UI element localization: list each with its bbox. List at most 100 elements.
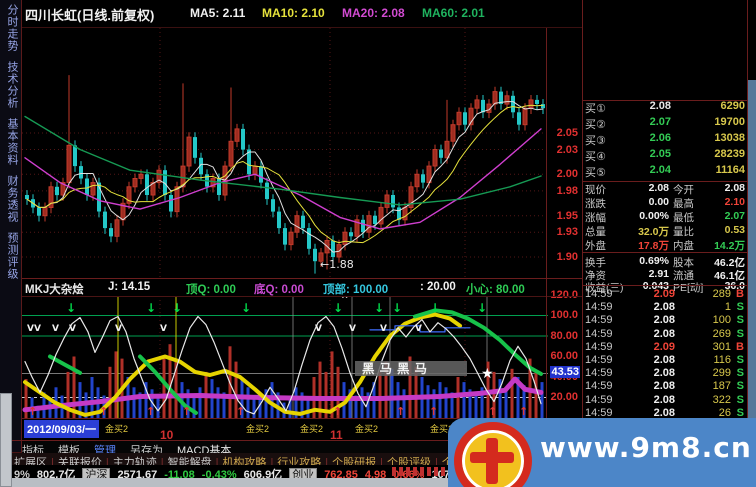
buy-signal-label: 金买2 xyxy=(105,424,129,434)
watermark: www.9m8.cn xyxy=(448,418,756,487)
tick-row: 14:59 2.08 299 S xyxy=(583,367,747,380)
bid-price: 2.07 xyxy=(649,116,671,128)
field-label: 最低 xyxy=(673,212,694,224)
bid-row[interactable]: 买② 2.07 19700 xyxy=(583,116,747,132)
bid-price: 2.04 xyxy=(649,164,671,176)
tab-separator: | xyxy=(270,457,274,469)
buy-arrow-icon: ↑ xyxy=(429,405,438,418)
candlestick-chart[interactable]: ←1.88 xyxy=(22,28,548,278)
sidebar-tab-5[interactable]: 预测评级 xyxy=(6,232,18,280)
tick-direction: S xyxy=(736,314,744,326)
window-right-edge xyxy=(748,80,756,420)
sidebar-tab-3[interactable]: 基本资料 xyxy=(6,118,18,166)
ma-label: MA5: 2.11 xyxy=(190,6,246,20)
buy-signal-label: 金买2 xyxy=(300,424,324,434)
sidebar-tab-1[interactable]: 分时走势 xyxy=(6,4,18,52)
field-label: 量比 xyxy=(673,226,694,238)
price-tick: 2.00 xyxy=(556,168,578,180)
tick-direction: S xyxy=(736,328,744,340)
tab-separator: | xyxy=(325,457,329,469)
ma-label: MA60: 2.01 xyxy=(422,6,485,20)
divider xyxy=(22,278,582,279)
tick-volume: 187 xyxy=(712,380,731,392)
tick-row: 14:59 2.09 301 B xyxy=(583,341,747,354)
mkj-indicator-chart[interactable]: 黑马黑马↓ ↓ ↓ ↓ ↓ ↓ ↓ ↓ ↓V V V V V V V V V V↑ ↑ ↑ ↑ ↑ ↑ ↑ ↑ ↑ ↑★^ xyxy=(22,296,548,418)
bid-price: 2.08 xyxy=(649,100,671,112)
signal-dots xyxy=(392,467,450,476)
divider xyxy=(0,440,756,441)
bid-row[interactable]: 买④ 2.05 28239 xyxy=(583,148,747,164)
tick-time: 14:59 xyxy=(585,314,613,326)
ma-label: MA20: 2.08 xyxy=(342,6,405,20)
field-label: 涨跌 xyxy=(585,198,606,210)
watermark-url: www.9m8.cn xyxy=(540,431,752,464)
divider xyxy=(583,252,747,253)
bid-label: 买③ xyxy=(585,135,606,147)
tick-row: 14:59 2.08 1 S xyxy=(583,301,747,314)
bid-volume: 6290 xyxy=(720,100,745,112)
mkj-header-item: 小心: 80.00 xyxy=(466,284,525,296)
bid-row[interactable]: 买① 2.08 6290 xyxy=(583,100,747,116)
buy-arrow-icon: ↑ xyxy=(396,405,405,418)
tab-separator: | xyxy=(435,457,438,469)
tick-time: 14:59 xyxy=(585,288,613,300)
field-value: 0.043 xyxy=(642,280,669,292)
tick-time: 14:59 xyxy=(585,301,613,313)
sidebar-tab-4[interactable]: 财务透视 xyxy=(6,175,18,223)
tick-row: 14:59 2.08 116 S xyxy=(583,354,747,367)
sell-arrow-icon: ↓ xyxy=(430,301,440,315)
indicator-toolbar: 指标 模板 管理 另存为 MACD基本 xyxy=(22,441,452,457)
indicator-current-value: 43.53 xyxy=(550,366,580,378)
tick-price: 2.08 xyxy=(653,380,675,392)
tick-price: 2.08 xyxy=(653,328,675,340)
tick-price: 2.08 xyxy=(653,301,675,313)
tick-direction: B xyxy=(736,341,744,353)
bid-price: 2.05 xyxy=(649,148,671,160)
tick-row: 14:59 2.08 187 S xyxy=(583,380,747,393)
indicator-tick: 120.0 xyxy=(550,289,578,301)
tick-time: 14:59 xyxy=(585,367,613,379)
field-label: 最高 xyxy=(673,198,694,210)
field-label: 净资 xyxy=(585,270,606,282)
price-tick: 1.95 xyxy=(556,210,578,222)
buy-arrow-icon: ↑ xyxy=(146,405,155,418)
left-scrollbar[interactable] xyxy=(0,393,12,487)
tick-volume: 26 xyxy=(718,407,731,419)
sidebar-tab-2[interactable]: 技术分析 xyxy=(6,61,18,109)
mkj-header-item[interactable]: MKJ大杂烩 xyxy=(25,284,84,296)
field-label: 股本 xyxy=(673,257,694,269)
low-price-marker: ←1.88 xyxy=(320,258,354,271)
tab-separator: | xyxy=(215,457,219,469)
indicator-header[interactable]: MKJ大杂烩 J: 14.15 顶Q: 0.00 底Q: 0.00 顶部: 100.00… xyxy=(22,279,546,296)
bid-price: 2.06 xyxy=(649,132,671,144)
quote-info-row: 涨跌 0.00 最高 2.10 xyxy=(583,196,747,210)
buy-signal-label: 金买2 xyxy=(246,424,270,434)
field-value: 14.2万 xyxy=(714,240,745,252)
v-mark: V xyxy=(34,324,41,334)
sell-arrow-icon: ↓ xyxy=(172,301,182,315)
bid-row[interactable]: 买③ 2.06 13038 xyxy=(583,132,747,148)
field-value: 0.69% xyxy=(639,255,669,267)
stock-title: 四川长虹(日线.前复权) xyxy=(25,8,155,23)
divider xyxy=(22,296,582,297)
watermark-logo-icon xyxy=(454,422,532,487)
field-value: 36.0 xyxy=(724,280,745,292)
v-mark: V xyxy=(160,324,167,334)
quote-info-row: 涨幅 0.00% 最低 2.07 xyxy=(583,210,747,224)
buy-arrow-icon: ↑ xyxy=(236,405,245,418)
tick-time: 14:59 xyxy=(585,328,613,340)
tick-volume: 1 xyxy=(724,301,731,313)
bid-volume: 11164 xyxy=(715,164,745,176)
tick-time: 14:59 xyxy=(585,394,613,406)
field-value: 46.1亿 xyxy=(714,270,745,282)
v-mark: V xyxy=(27,324,34,334)
bid-label: 买④ xyxy=(585,151,606,163)
indicator-tick: 80.00 xyxy=(550,330,578,342)
field-label: 现价 xyxy=(585,184,606,196)
bid-row[interactable]: 买⑤ 2.04 11164 xyxy=(583,164,747,180)
month-label: 10 xyxy=(160,428,174,441)
tab-separator: | xyxy=(160,457,164,469)
quote-info-row: 外盘 17.8万 内盘 14.2万 xyxy=(583,238,747,252)
